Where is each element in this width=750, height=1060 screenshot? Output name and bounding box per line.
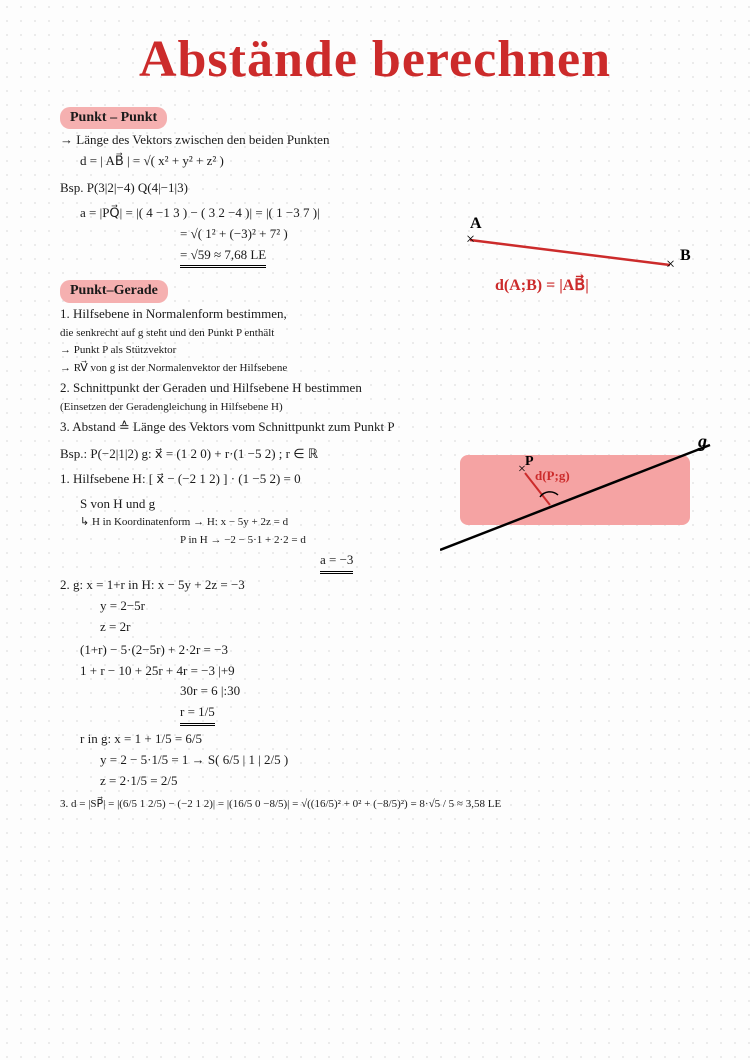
section2-heading: Punkt–Gerade — [60, 280, 168, 302]
section2-step1d: → RV⃗ von g ist der Normalenvektor der H… — [60, 361, 700, 377]
diagram-point-point: × × A B d(A;B) = |AB⃗| — [440, 210, 710, 310]
section2-step1b: die senkrecht auf g steht und den Punkt … — [60, 326, 700, 342]
section2-work-ring1: r in g: x = 1 + 1/5 = 6/5 — [80, 730, 700, 749]
diagram-point-line: g × P d(P;g) — [440, 435, 720, 565]
page-title: Abstände berechnen — [0, 0, 750, 89]
section2-work-ring3: z = 2·1/5 = 2/5 — [100, 772, 700, 791]
section2-work-eq2: 1 + r − 10 + 25r + 4r = −3 |+9 — [80, 662, 700, 681]
section2-step1c: → Punkt P als Stützvektor — [60, 343, 700, 359]
section1-heading: Punkt – Punkt — [60, 107, 167, 129]
section2-work-eq3: 30r = 6 |:30 — [180, 682, 700, 701]
section2-work-final: 3. d = |SP⃗| = |(6/5 1 2/5) − (−2 1 2)| … — [60, 797, 700, 813]
section2-step2: 2. Schnittpunkt der Geraden und Hilfsebe… — [60, 379, 700, 398]
section2-work-g1: 2. g: x = 1+r in H: x − 5y + 2z = −3 — [60, 576, 700, 595]
section1-desc: → Länge des Vektors zwischen den beiden … — [60, 131, 700, 150]
diagram1-label-b: B — [680, 247, 691, 264]
svg-text:×: × — [666, 256, 675, 273]
diagram2-distance-label: d(P;g) — [535, 468, 570, 483]
section2-work-eq1: (1+r) − 5·(2−5r) + 2·2r = −3 — [80, 641, 700, 660]
diagram2-line-label: g — [697, 435, 707, 451]
section2-work-g3: z = 2r — [100, 618, 700, 637]
section2-work-ring2: y = 2 − 5·1/5 = 1 → S( 6/5 | 1 | 2/5 ) — [100, 751, 700, 770]
diagram1-formula: d(A;B) = |AB⃗| — [495, 274, 589, 294]
section1-example-label: Bsp. P(3|2|−4) Q(4|−1|3) — [60, 179, 700, 198]
section1-formula: d = | AB⃗ | = √( x² + y² + z² ) — [80, 152, 700, 171]
section2-work-a: a = −3 — [320, 551, 353, 574]
diagram2-point-p: P — [525, 454, 534, 469]
section2-step2b: (Einsetzen der Geradengleichung in Hilfs… — [60, 400, 700, 416]
diagram1-label-a: A — [470, 215, 482, 232]
section2-work-g2: y = 2−5r — [100, 597, 700, 616]
section2-work-eq4: r = 1/5 — [180, 703, 700, 726]
svg-text:×: × — [466, 231, 475, 248]
